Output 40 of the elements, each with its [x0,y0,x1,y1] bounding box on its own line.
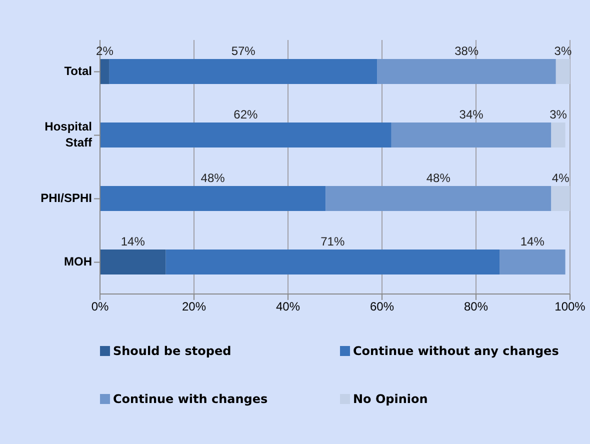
bar [551,122,566,148]
bar [556,59,570,84]
bar [551,186,570,212]
bar [100,250,166,275]
x-tick-label: 100% [554,300,586,314]
legend-label: Should be stoped [112,344,232,358]
legend-label: Continue with changes [112,392,269,406]
x-tick-label: 40% [276,300,300,314]
x-tick-label: 60% [370,300,394,314]
data-label: 3% [554,44,572,58]
data-label: 3% [550,108,568,122]
y-tick-label: PHI/SPHI [40,190,92,205]
bar [377,59,556,84]
data-label: 38% [454,44,479,58]
bar [500,250,566,275]
y-tick-label: Total [64,64,92,78]
bar [100,186,326,212]
data-label: 14% [120,234,146,249]
x-tick-label: 20% [182,300,206,314]
data-label: 57% [231,44,256,58]
x-tick-label: 80% [464,300,488,314]
data-label: 34% [459,108,484,122]
bar [326,186,552,212]
data-label: 62% [234,108,258,122]
legend-label: Continue without any changes [352,344,560,358]
data-label: 48% [426,171,451,186]
data-label: 71% [320,234,345,249]
bar [100,59,110,84]
x-tick-label: 0% [91,300,109,314]
bar [391,122,552,148]
y-tick-label: Hospital Staff [44,119,93,150]
data-label: 2% [96,44,114,58]
bar [100,122,392,148]
data-label: 14% [520,234,545,249]
bar [109,59,378,84]
y-tick-label: MOH [64,254,92,268]
data-label: 4% [552,171,570,186]
data-label: 48% [200,171,226,186]
legend-label: No Opinion [352,392,429,406]
bar [166,250,500,275]
